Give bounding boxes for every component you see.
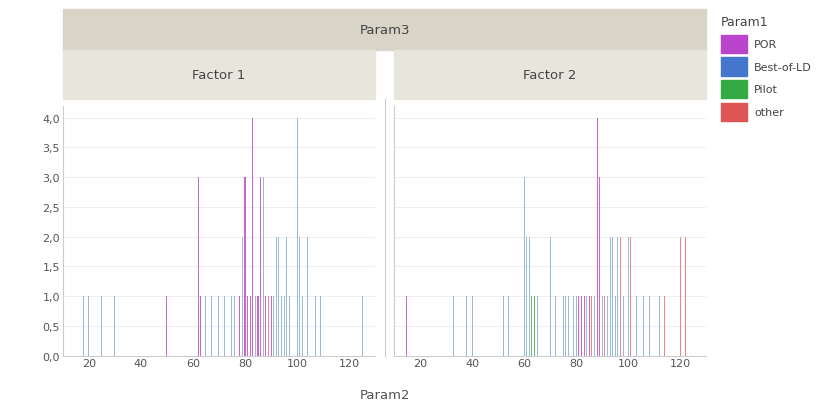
Bar: [607, 297, 608, 356]
Bar: [299, 237, 300, 356]
Bar: [200, 297, 201, 356]
Bar: [623, 297, 624, 356]
Bar: [252, 118, 253, 356]
Bar: [286, 237, 288, 356]
Bar: [283, 297, 284, 356]
Text: Pilot: Pilot: [754, 85, 778, 95]
Text: POR: POR: [754, 40, 777, 50]
Bar: [680, 237, 681, 356]
Bar: [549, 237, 551, 356]
Bar: [581, 297, 582, 356]
Bar: [223, 297, 225, 356]
Bar: [594, 297, 595, 356]
Bar: [502, 297, 504, 356]
Bar: [211, 297, 212, 356]
Bar: [260, 178, 261, 356]
Bar: [268, 297, 269, 356]
Bar: [234, 297, 235, 356]
Bar: [297, 118, 298, 356]
Bar: [250, 297, 251, 356]
Bar: [612, 237, 613, 356]
Bar: [630, 237, 631, 356]
Bar: [242, 237, 243, 356]
Bar: [197, 178, 199, 356]
Bar: [362, 297, 363, 356]
Bar: [614, 297, 616, 356]
Bar: [281, 297, 282, 356]
Bar: [315, 297, 316, 356]
Bar: [307, 237, 308, 356]
Bar: [532, 297, 533, 356]
Bar: [649, 297, 650, 356]
Bar: [628, 237, 629, 356]
Bar: [565, 297, 566, 356]
Bar: [573, 297, 574, 356]
Bar: [466, 297, 467, 356]
Bar: [526, 237, 528, 356]
Bar: [453, 297, 454, 356]
Text: Factor 2: Factor 2: [523, 69, 577, 82]
Bar: [271, 297, 272, 356]
Bar: [576, 297, 577, 356]
Text: Factor 1: Factor 1: [192, 69, 246, 82]
Bar: [288, 297, 290, 356]
Bar: [534, 297, 535, 356]
Bar: [537, 297, 538, 356]
Bar: [302, 297, 303, 356]
Bar: [244, 178, 246, 356]
Bar: [276, 237, 277, 356]
Bar: [83, 297, 84, 356]
Bar: [609, 237, 610, 356]
Text: other: other: [754, 108, 784, 117]
Bar: [617, 237, 619, 356]
Bar: [685, 237, 686, 356]
Bar: [586, 297, 587, 356]
Text: Param1: Param1: [721, 16, 768, 29]
Bar: [635, 297, 637, 356]
Bar: [265, 297, 267, 356]
Bar: [320, 297, 321, 356]
Bar: [644, 297, 645, 356]
Bar: [247, 297, 248, 356]
Bar: [218, 297, 220, 356]
Bar: [597, 118, 598, 356]
Bar: [101, 297, 102, 356]
Bar: [406, 297, 407, 356]
Bar: [620, 237, 621, 356]
Bar: [568, 297, 569, 356]
Bar: [529, 237, 530, 356]
Text: Param2: Param2: [359, 388, 410, 401]
Bar: [523, 178, 525, 356]
Bar: [555, 297, 556, 356]
Bar: [166, 297, 167, 356]
Bar: [508, 297, 509, 356]
Bar: [599, 178, 600, 356]
Text: Best-of-LD: Best-of-LD: [754, 63, 812, 72]
Bar: [273, 297, 274, 356]
Bar: [278, 237, 279, 356]
Bar: [604, 297, 605, 356]
Bar: [257, 297, 258, 356]
Bar: [659, 297, 660, 356]
Bar: [255, 297, 256, 356]
Text: Param3: Param3: [359, 24, 410, 37]
Bar: [239, 297, 240, 356]
Bar: [602, 297, 603, 356]
Bar: [591, 297, 593, 356]
